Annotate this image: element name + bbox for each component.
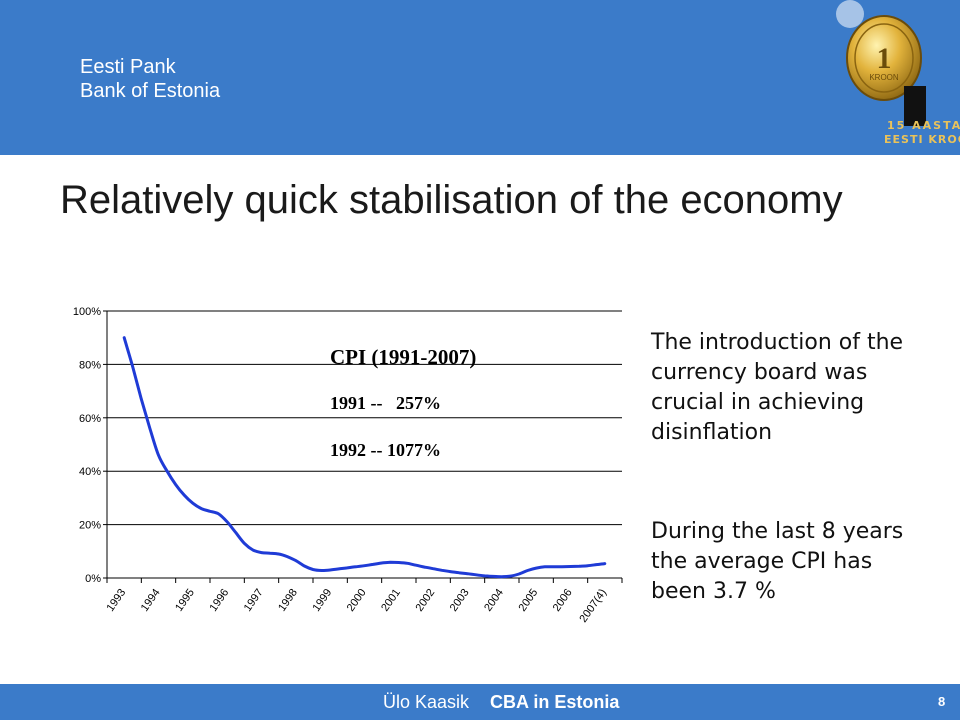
org-name: Eesti Pank Bank of Estonia [80,55,220,103]
currency-board-text: The introduction of the currency board w… [651,330,904,445]
footer-author: Ülo Kaasik [383,692,470,712]
slide-title: Relatively quick stabilisation of the ec… [60,178,843,222]
x-tick-label: 2001 [379,587,403,614]
x-tick-label: 1996 [207,587,231,614]
x-tick-label: 2004 [482,587,506,614]
x-tick-label: 2006 [551,587,575,614]
x-tick-label: 2003 [448,587,472,614]
header-bar: Eesti Pank Bank of Estonia 1 KROON 15 AA… [0,0,960,155]
org-name-english: Bank of Estonia [80,80,221,102]
cpi-line-chart: 0%20%40%60%80%100% 1993 1994 1995 1996 1997 1… [73,306,623,625]
y-tick-label: 60% [79,413,101,425]
svg-text:1: 1 [877,42,892,75]
x-tick-label: 1994 [139,587,163,614]
x-tick-label: 1998 [276,587,300,614]
chart-annotation-1992: 1992 -- 1077% [330,440,441,460]
x-axis: 1993 1994 1995 1996 1997 1998 1999 2000 2001 2002… [104,577,623,625]
coin-icon [846,15,922,101]
x-tick-label: 1997 [242,587,266,614]
y-axis: 0% 20% 40% 60% 80% 100% [73,306,108,585]
y-tick-label: 20% [79,520,101,532]
y-tick-label: 80% [79,359,101,371]
y-tick-label: 100% [73,306,101,318]
chart-annotation-title: CPI (1991-2007) [330,345,477,369]
x-tick-label: 1995 [173,587,197,614]
emblem-years-text: 15 AASTAT [887,119,960,132]
x-tick-label: 1999 [310,587,334,614]
footer-event: CBA in Estonia [490,692,620,712]
kroon-anniversary-emblem: 1 KROON 15 AASTAT EESTI KROONI [836,0,960,146]
coin-label: KROON [869,73,899,82]
page-number: 8 [938,694,946,709]
emblem-kroon-text: EESTI KROONI [884,133,960,146]
cpi-series-line [122,336,607,579]
footer-bar: Ülo Kaasik CBA in Estonia 8 [0,684,960,720]
x-tick-label: 2007(4) [577,587,609,625]
x-tick-label: 2002 [413,587,437,614]
x-tick-label: 2005 [516,587,540,614]
flag-icon [904,86,926,126]
org-name-estonian: Eesti Pank [80,56,176,78]
y-tick-label: 40% [79,466,101,478]
x-tick-label: 1993 [104,587,128,614]
average-cpi-text: During the last 8 years the average CPI … [651,519,904,604]
sparkle-icon [836,0,864,28]
x-tick-label: 2000 [345,587,369,614]
chart-annotation-1991: 1991 -- 257% [330,393,441,413]
y-tick-label: 0% [85,573,101,585]
